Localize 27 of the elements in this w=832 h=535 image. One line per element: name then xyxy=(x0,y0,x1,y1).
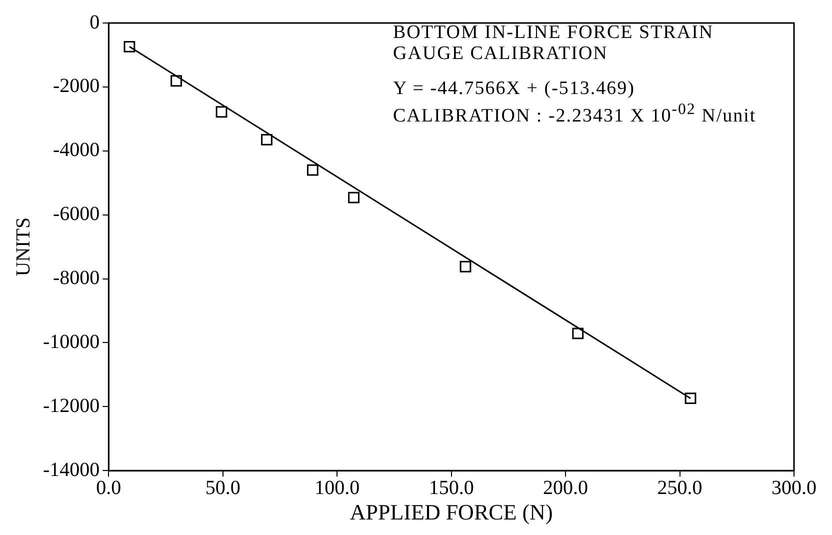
point xyxy=(261,134,272,146)
annotation: Y = -44.7566X + (-513.469) xyxy=(393,78,636,99)
text: BOTTOM IN-LINE FORCE STRAIN GAUGE CALIBRATION xyxy=(393,22,715,64)
point xyxy=(460,260,472,272)
annotation: CALIBRATION : -2.23431 X 10$^{-02}$ N/unit xyxy=(393,100,758,126)
point xyxy=(348,192,360,204)
x-tick-label: 100.0 xyxy=(314,476,360,499)
point xyxy=(124,40,136,52)
x-tick-label: 200.0 xyxy=(543,476,588,499)
x-tick-label: 150.0 xyxy=(428,476,474,499)
point xyxy=(684,392,696,404)
x-axis-title: APPLIED FORCE (N) xyxy=(350,500,553,525)
y-tick-label: -6000 xyxy=(52,203,100,226)
y-tick-label: -2000 xyxy=(52,75,100,98)
x-tick-label: 50.0 xyxy=(205,476,240,499)
point xyxy=(572,328,584,340)
x-tick-label: 250.0 xyxy=(657,476,702,499)
y-tick-label: -10000 xyxy=(42,330,100,353)
x-tick-label: 300.0 xyxy=(772,476,816,499)
point xyxy=(170,75,182,87)
y-tick-label: -8000 xyxy=(52,267,100,290)
point xyxy=(306,164,318,176)
y-tick-label: 0 xyxy=(90,11,100,34)
y-tick-label: -4000 xyxy=(52,139,100,162)
point xyxy=(216,106,228,118)
y-axis-title: UNITS xyxy=(12,217,34,276)
y-tick-label: -12000 xyxy=(42,394,100,417)
